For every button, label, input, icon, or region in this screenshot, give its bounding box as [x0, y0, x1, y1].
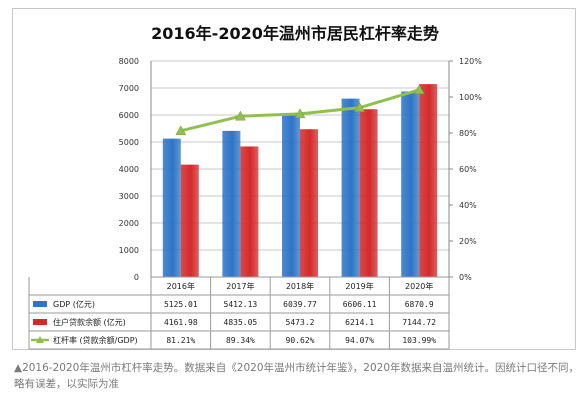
- leverage-point: [234, 110, 246, 121]
- legend-key: [33, 301, 47, 307]
- data-label: 5125.01: [164, 300, 198, 309]
- legend-key-marker: [36, 336, 44, 343]
- y2-tick-label: 120%: [459, 57, 482, 66]
- y-tick-label: 4000: [119, 165, 139, 174]
- bar-loan: [240, 146, 259, 277]
- data-label: 6870.9: [405, 300, 434, 309]
- leverage-point: [175, 125, 187, 136]
- data-label: 5473.2: [286, 318, 315, 327]
- data-label: 5412.13: [224, 300, 258, 309]
- x-tick-label: 2016年: [167, 281, 195, 291]
- y-tick-label: 0: [134, 273, 139, 282]
- y-tick-label: 2000: [119, 219, 139, 228]
- x-tick-label: 2017年: [226, 281, 254, 291]
- data-label: 94.07%: [345, 336, 374, 345]
- y2-tick-label: 20%: [459, 237, 477, 246]
- figure-caption: ▲2016-2020年温州市杠杆率走势。数据来自《2020年温州市统计年鉴》，2…: [14, 362, 579, 390]
- legend-label: GDP (亿元): [53, 299, 95, 309]
- data-label: 103.99%: [402, 336, 436, 345]
- chart-frame: 2016年-2020年温州市居民杠杆率走势 0 1000 2000 3000 4000 50…: [12, 8, 576, 350]
- x-tick-label: 2018年: [286, 281, 314, 291]
- y-tick-label: 8000: [119, 57, 139, 66]
- chart-title: 2016年-2020年温州市居民杠杆率走势: [151, 24, 439, 43]
- leverage-point: [294, 108, 306, 119]
- y2-tick-label: 80%: [459, 129, 477, 138]
- data-label: 6606.11: [343, 300, 377, 309]
- x-tick-label: 2020年: [405, 281, 433, 291]
- y-tick-label: 5000: [119, 138, 139, 147]
- y-tick-label: 3000: [119, 192, 139, 201]
- leverage-point: [354, 102, 366, 112]
- legend-label: 住户贷款余额 (亿元): [53, 317, 126, 327]
- y-tick-label: 1000: [119, 246, 139, 255]
- data-label: 4835.05: [224, 318, 258, 327]
- bar-gdp: [162, 138, 181, 277]
- legend-label: 杠杆率 (贷款余额/GDP): [53, 335, 138, 345]
- bar-gdp: [401, 91, 420, 277]
- data-label: 81.21%: [166, 336, 195, 345]
- y2-tick-label: 100%: [459, 93, 482, 102]
- bar-gdp: [341, 98, 360, 277]
- y2-tick-label: 40%: [459, 201, 477, 210]
- bar-loan: [419, 84, 438, 277]
- bar-loan: [180, 164, 199, 277]
- y-tick-label: 7000: [119, 84, 139, 93]
- bar-gdp: [282, 113, 300, 277]
- chart: 2016年-2020年温州市居民杠杆率走势 0 1000 2000 3000 4000 50…: [28, 24, 482, 350]
- data-label: 6214.1: [345, 318, 374, 327]
- data-label: 6039.77: [283, 300, 317, 309]
- y2-tick-label: 60%: [459, 165, 477, 174]
- data-label: 89.34%: [226, 336, 255, 345]
- bar-gdp: [222, 130, 241, 277]
- data-label: 7144.72: [402, 318, 436, 327]
- x-tick-label: 2019年: [345, 281, 373, 291]
- data-label: 90.62%: [286, 336, 315, 345]
- leverage-point: [413, 84, 425, 95]
- bar-loan: [359, 109, 378, 277]
- legend-key: [33, 319, 47, 325]
- y-tick-label: 6000: [119, 111, 139, 120]
- y2-tick-label: 0%: [459, 273, 472, 282]
- data-label: 4161.98: [164, 318, 198, 327]
- bar-loan: [300, 129, 318, 277]
